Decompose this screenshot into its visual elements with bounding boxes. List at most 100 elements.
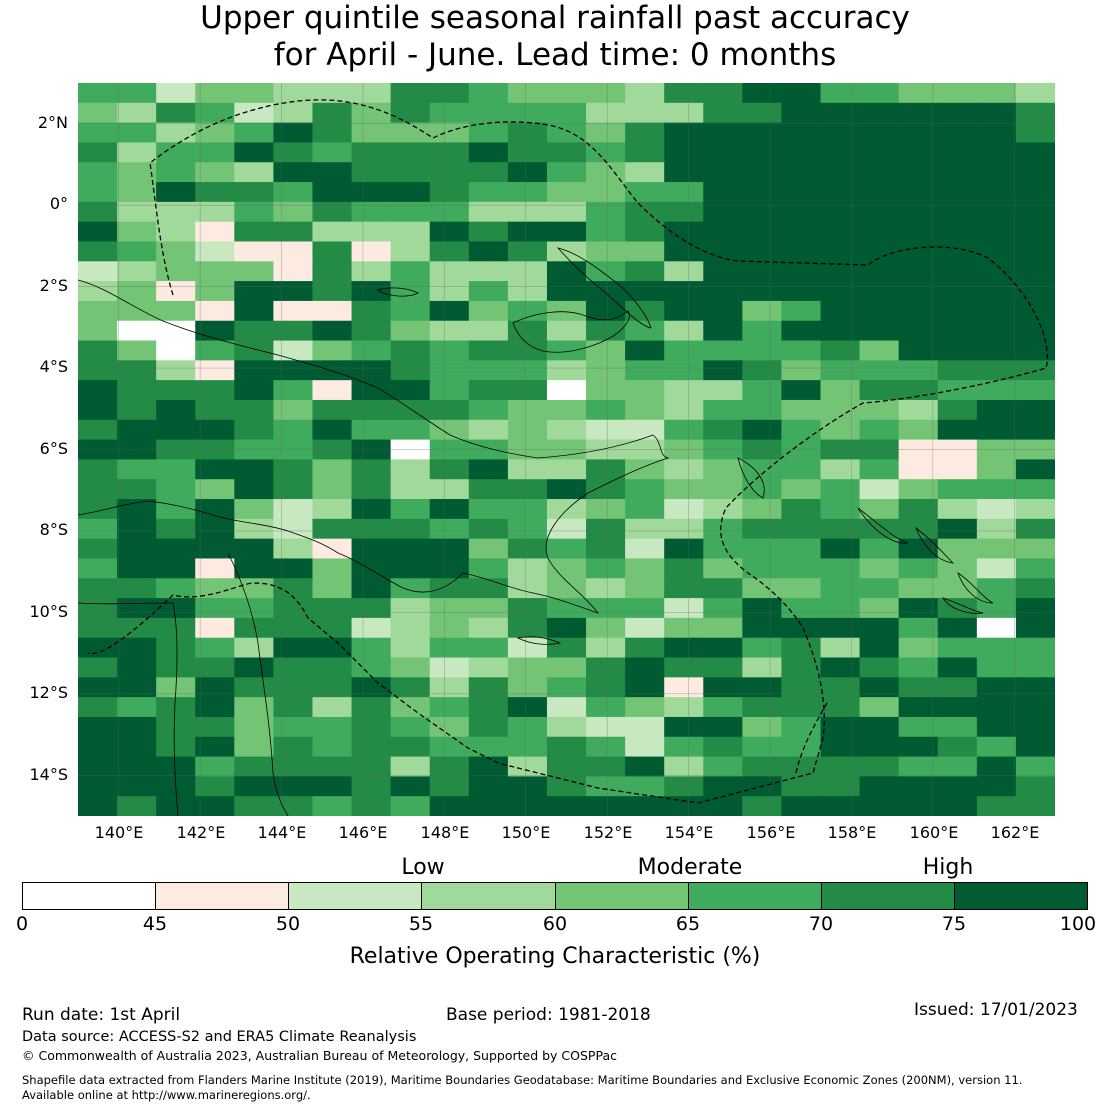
grid-cell [742,340,783,361]
grid-cell [703,479,743,500]
grid-cell [976,320,1017,342]
colorbar-segment [821,883,955,909]
grid-cell [625,201,665,223]
grid-cell [234,617,274,639]
grid-cell [703,221,743,243]
grid-cell [976,419,1017,441]
grid-cell [781,142,822,163]
colorbar-tick: 55 [408,913,434,935]
grid-cell [625,142,665,163]
grid-cell [742,261,783,282]
grid-cell [156,518,196,540]
grid-cell [234,439,274,460]
colorbar [22,882,1088,910]
grid-cell [703,756,743,777]
grid-cell [586,83,626,104]
grid-cell [703,182,743,203]
lat-tick: 12°S [29,683,68,702]
grid-cell [898,716,939,738]
grid-cell [820,142,861,163]
grid-cell [781,360,822,381]
grid-cell [742,380,783,401]
grid-cell [546,578,587,599]
grid-cell [703,459,743,480]
grid-cell [781,399,822,421]
lon-tick: 154°E [664,823,714,842]
grid-cell [898,439,939,460]
grid-cell [117,399,157,421]
grid-cell [117,459,157,480]
grid-cell [781,122,822,144]
grid-cell [586,736,626,758]
grid-cell [429,201,470,223]
grid-cell [859,617,900,639]
grid-cell [390,102,431,124]
grid-cell [937,796,978,816]
grid-cell [78,102,118,124]
grid-cell [781,261,822,282]
grid-cell [546,300,587,322]
grid-cell [625,697,665,718]
grid-cell [351,796,392,816]
grid-cell [507,578,548,599]
grid-cell [312,399,353,421]
grid-cell [898,479,939,500]
grid-cell [468,598,509,619]
grid-cell [273,261,314,282]
shapefile-credit-2: Available online at http://www.marinereg… [22,1088,311,1102]
lon-tick: 140°E [94,823,144,842]
grid-cell [468,300,509,322]
grid-cell [234,83,274,104]
grid-cell [351,637,392,659]
grid-cell [351,558,392,579]
grid-cell [507,776,548,797]
grid-cell [898,261,939,282]
grid-cell [820,281,861,302]
grid-cell [195,439,235,460]
grid-cell [468,479,509,500]
grid-cell [703,518,743,540]
grid-cell [664,657,704,678]
grid-cell [625,538,665,560]
grid-cell [937,598,978,619]
grid-cell [117,122,157,144]
grid-cell [312,796,353,816]
grid-cell [429,538,470,560]
grid-cell [742,499,783,520]
grid-cell [78,83,118,104]
grid-cell [546,518,587,540]
grid-cell [390,83,431,104]
grid-cell [468,142,509,163]
grid-cell [195,538,235,560]
coastline-cape-york-south [78,602,174,605]
grid-cell [664,122,704,144]
colorbar-tick: 75 [941,913,967,935]
grid-cell [1015,558,1055,579]
eez-png-east [795,700,829,774]
grid-cell [78,300,118,322]
grid-cell [78,578,118,599]
grid-cell [898,399,939,421]
grid-cell [390,479,431,500]
grid-cell [898,300,939,322]
grid-cell [664,716,704,738]
grid-cell [781,83,822,104]
grid-cell [390,142,431,163]
grid-cell [273,499,314,520]
grid-cell [195,499,235,520]
grid-cell [429,499,470,520]
grid-cell [195,300,235,322]
grid-cell [351,697,392,718]
grid-cell [117,796,157,816]
grid-cell [429,479,470,500]
grid-cell [156,399,196,421]
grid-cell [664,578,704,599]
grid-cell [781,776,822,797]
grid-cell [117,201,157,223]
grid-cell [859,102,900,124]
grid-cell [898,380,939,401]
grid-cell [312,281,353,302]
grid-cell [1015,221,1055,243]
grid-cell [625,83,665,104]
grid-cell [820,360,861,381]
